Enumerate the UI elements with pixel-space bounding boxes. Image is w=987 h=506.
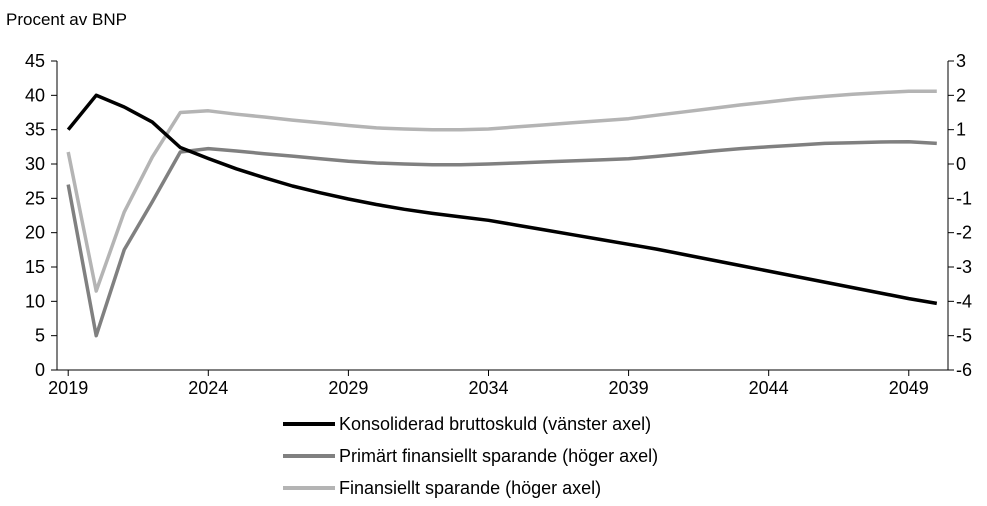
x-tick-label: 2039 [609,378,649,398]
legend-swatch-net-lending [283,486,335,490]
y-left-tick-label: 5 [35,326,45,346]
legend-label-primary-balance: Primärt finansiellt sparande (höger axel… [339,445,659,466]
legend-item-primary-balance: Primärt finansiellt sparande (höger axel… [283,440,658,472]
y-left-tick-label: 15 [25,257,45,277]
x-tick-label: 2034 [468,378,508,398]
y-axis-title: Procent av BNP [6,10,127,29]
y-left-tick-label: 30 [25,154,45,174]
y-left-tick-label: 25 [25,188,45,208]
series-line-gross-debt [66,93,938,306]
y-right-tick-label: 0 [956,154,966,174]
x-tick-label: 2019 [48,378,88,398]
y-right-tick-label: -5 [956,326,972,346]
legend: Konsoliderad bruttoskuld (vänster axel) … [283,408,658,504]
series-line-net-lending [66,89,937,293]
y-left-tick-label: 40 [25,85,45,105]
legend-swatch-gross-debt [283,422,335,426]
x-tick-label: 2024 [188,378,228,398]
y-right-tick-label: -1 [956,188,972,208]
y-right-tick-label: -3 [956,257,972,277]
y-left-tick-label: 45 [25,51,45,71]
y-right-tick-label: 2 [956,85,966,105]
legend-item-gross-debt: Konsoliderad bruttoskuld (vänster axel) [283,408,658,440]
y-left-tick-label: 10 [25,291,45,311]
x-tick-label: 2029 [328,378,368,398]
y-left-tick-label: 20 [25,223,45,243]
y-right-tick-label: -4 [956,291,972,311]
x-tick-label: 2044 [749,378,789,398]
y-right-tick-label: 1 [956,120,966,140]
legend-label-net-lending: Finansiellt sparande (höger axel) [339,477,602,498]
line-chart: 0 5 10 15 20 25 30 35 40 45 -6 -5 -4 -3 -2 -1 0 1 2 3 2019 20… [25,51,972,398]
y-right-tick-label: 3 [956,51,966,71]
legend-label-gross-debt: Konsoliderad bruttoskuld (vänster axel) [339,413,652,434]
y-right-tick-label: -6 [956,360,972,380]
legend-swatch-primary-balance [283,454,335,458]
legend-item-net-lending: Finansiellt sparande (höger axel) [283,472,658,504]
y-right-tick-label: -2 [956,223,972,243]
y-left-tick-label: 0 [35,360,45,380]
series-line-primary-balance [66,139,937,338]
y-left-tick-label: 35 [25,120,45,140]
x-tick-label: 2049 [889,378,929,398]
